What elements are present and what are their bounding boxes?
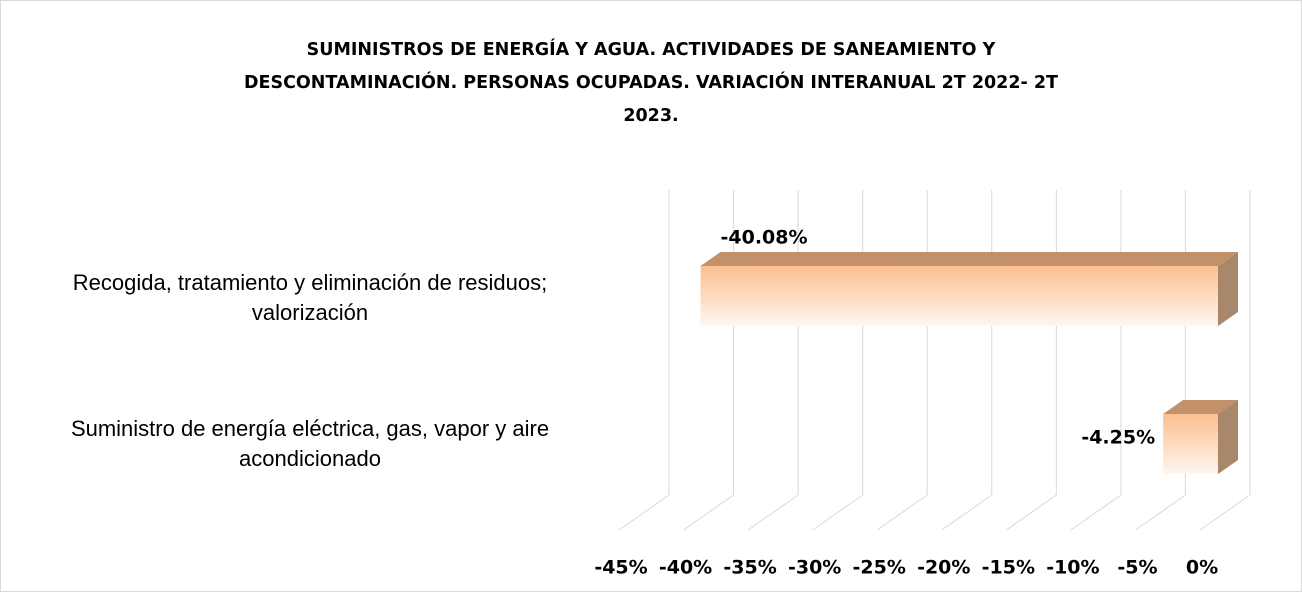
x-tick-label: -15% <box>982 557 1035 579</box>
floor-grid-line <box>1135 494 1186 531</box>
bar-top <box>700 252 1238 266</box>
x-tick-label: -45% <box>594 557 647 579</box>
x-tick-label: -10% <box>1046 557 1099 579</box>
chart-title: SUMINISTROS DE ENERGÍA Y AGUA. ACTIVIDAD… <box>244 40 1058 126</box>
floor-grid-line <box>683 494 734 531</box>
bar-top <box>1163 400 1238 414</box>
bar <box>700 252 1238 326</box>
floor-grid-line <box>747 494 799 531</box>
floor-grid-line <box>941 494 993 531</box>
bar <box>1163 400 1238 474</box>
x-tick-label: 0% <box>1186 557 1218 579</box>
bar-side <box>1218 252 1238 326</box>
x-tick-label: -35% <box>723 557 776 579</box>
floor-grid-line <box>618 494 670 531</box>
x-tick-label: -20% <box>917 557 970 579</box>
x-tick-label: -30% <box>788 557 841 579</box>
bar-front <box>1163 414 1218 474</box>
x-tick-label: -25% <box>853 557 906 579</box>
data-label: -4.25% <box>1081 427 1155 449</box>
data-label: -40.08% <box>721 227 808 249</box>
floor-grid-line <box>876 494 928 531</box>
bar-side <box>1218 400 1238 474</box>
floor-grid-line <box>1070 494 1122 531</box>
category-label: Recogida, tratamiento y eliminación de r… <box>72 270 548 325</box>
floor-grid-line <box>1006 494 1057 531</box>
floor-grid-line <box>1199 494 1251 531</box>
floor-grid-line <box>812 494 863 531</box>
category-label: Suministro de energía eléctrica, gas, va… <box>70 416 550 471</box>
x-tick-label: -5% <box>1117 557 1157 579</box>
bar-front <box>700 266 1218 326</box>
x-tick-label: -40% <box>659 557 712 579</box>
